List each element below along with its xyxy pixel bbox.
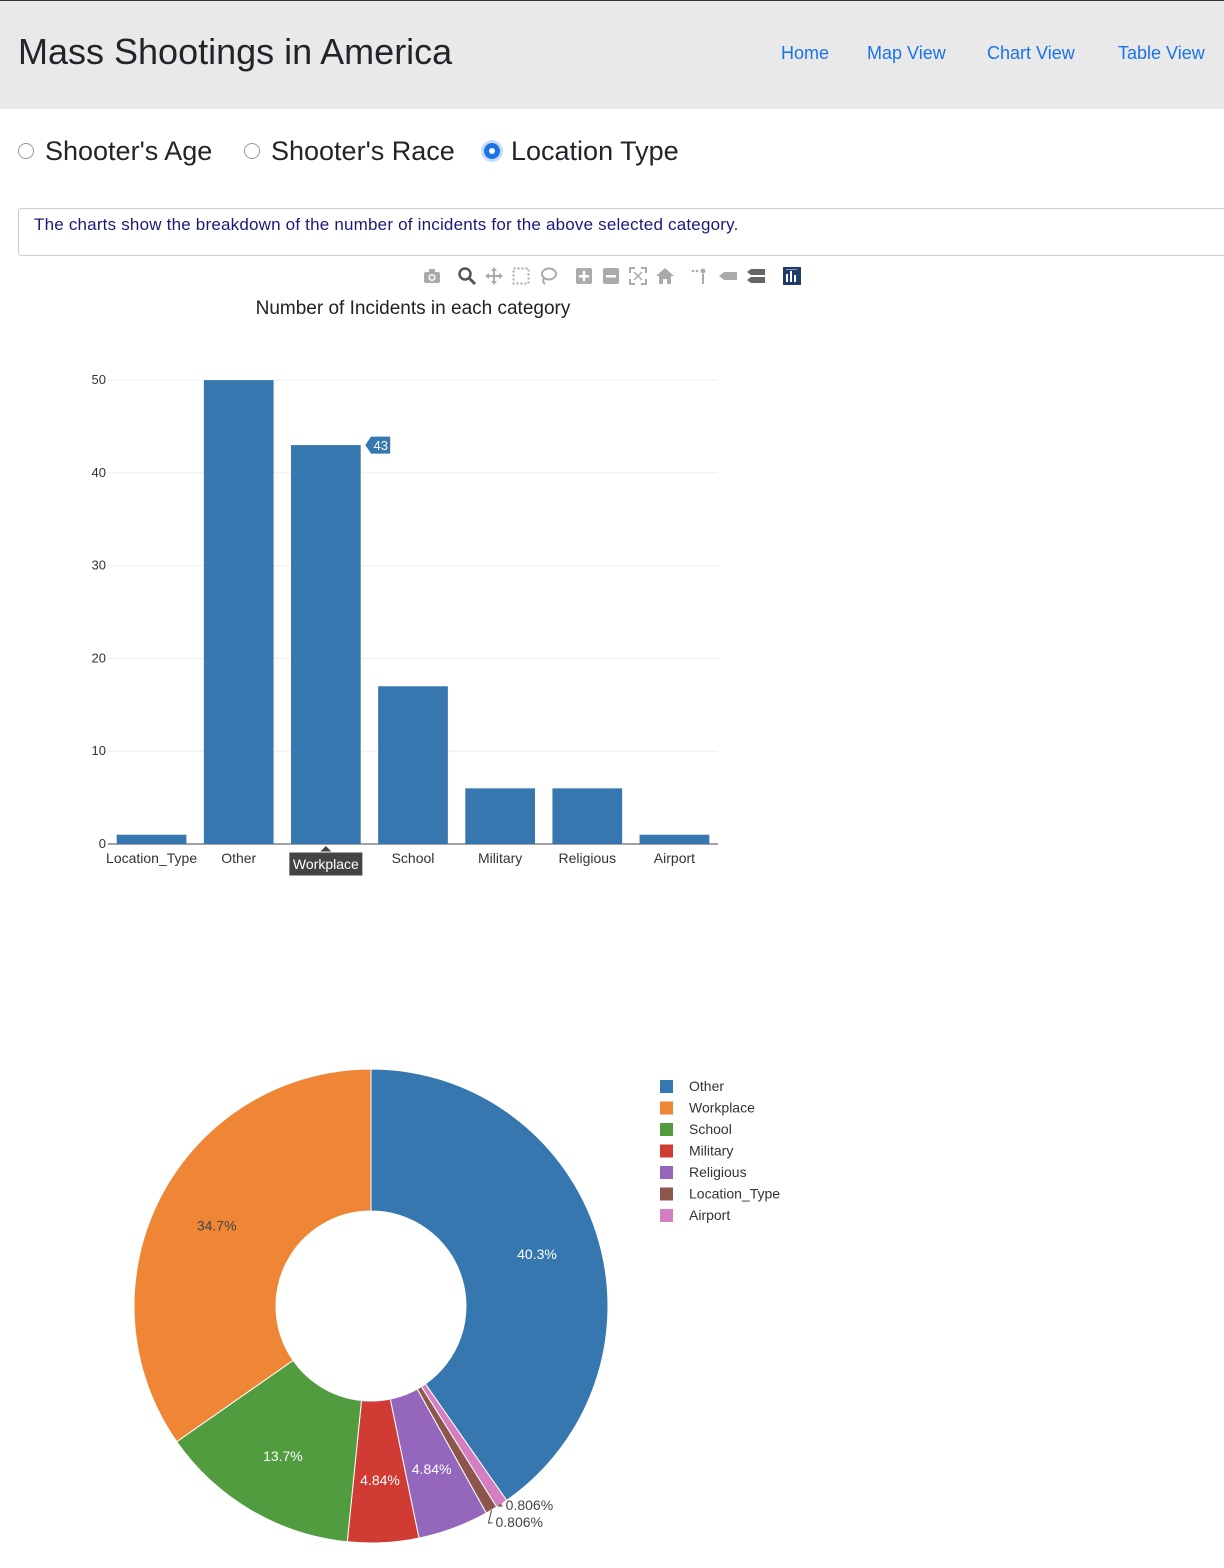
legend-item-label[interactable]: Airport	[689, 1207, 730, 1223]
hover-axis-label-box	[288, 851, 364, 877]
radio-label: Shooter's Age	[45, 136, 213, 166]
autoscale-icon[interactable]	[628, 266, 648, 286]
x-tick-label: Location_Type	[106, 850, 197, 866]
legend-swatch[interactable]	[660, 1209, 673, 1222]
legend-item-label[interactable]: Other	[689, 1078, 724, 1094]
bar-workplace[interactable]	[291, 445, 361, 844]
x-tick-label: Other	[221, 850, 256, 866]
y-tick-label: 20	[92, 650, 106, 665]
legend-item-label[interactable]: Religious	[689, 1164, 747, 1180]
pie-slice-label: 4.84%	[360, 1472, 400, 1488]
pie-slice-label: 0.806%	[495, 1514, 542, 1530]
nav-map-view[interactable]: Map View	[867, 43, 946, 63]
lasso-select-icon[interactable]	[538, 266, 558, 286]
zoom-icon[interactable]	[457, 266, 477, 286]
pie-slice-school[interactable]	[175, 1359, 363, 1543]
box-select-icon[interactable]	[511, 266, 531, 286]
legend-swatch[interactable]	[660, 1101, 673, 1115]
spike-lines-icon[interactable]	[689, 266, 709, 286]
pie-slice-label: 34.7%	[197, 1218, 237, 1234]
y-tick-label: 0	[99, 836, 106, 851]
nav-chart-view[interactable]: Chart View	[987, 43, 1075, 63]
hover-value-label: 43	[373, 438, 387, 453]
navbar: Mass Shootings in America Home Map View …	[0, 0, 1224, 109]
pie-chart: 40.3% 0.806%0.806% 4.84% 4.84% 13.7% 34.7% Ot…	[133, 1068, 780, 1544]
chart-modebar	[420, 266, 810, 288]
legend-swatch[interactable]	[660, 1123, 673, 1136]
legend-swatch[interactable]	[660, 1166, 673, 1179]
bar-military[interactable]	[465, 788, 535, 844]
hover-value-box	[364, 435, 392, 455]
bar-other[interactable]	[203, 380, 274, 844]
nav-home[interactable]: Home	[781, 43, 830, 63]
pie-slice-label: 4.84%	[412, 1461, 452, 1477]
bar-school[interactable]	[378, 686, 448, 844]
pie-slice-other[interactable]	[370, 1068, 609, 1502]
info-text: The charts show the breakdown of the num…	[34, 215, 739, 234]
y-tick-label: 10	[92, 743, 106, 758]
radio-label: Location Type	[511, 136, 679, 166]
radio-circle[interactable]	[18, 143, 34, 159]
pie-label-leader	[497, 1503, 503, 1507]
legend-item-label[interactable]: Military	[689, 1143, 733, 1159]
bar-location-type[interactable]	[116, 834, 187, 844]
radio-circle-checked[interactable]	[484, 143, 500, 159]
x-tick-label: School	[392, 850, 435, 866]
zoom-in-icon[interactable]	[574, 266, 594, 286]
legend-swatch[interactable]	[660, 1080, 673, 1093]
info-box: The charts show the breakdown of the num…	[18, 208, 1224, 256]
x-tick-label: Airport	[654, 850, 695, 866]
pie-slice-label: 0.806%	[506, 1497, 553, 1513]
hover-compare-icon[interactable]	[746, 266, 766, 286]
hover-axis-label: Workplace	[293, 856, 359, 872]
camera-icon[interactable]	[422, 266, 442, 286]
hover-tooltip-arrow	[319, 846, 332, 852]
bar-airport[interactable]	[639, 834, 710, 844]
page-title: Mass Shootings in America	[18, 31, 453, 72]
bar-chart: Number of Incidents in each category 0 10…	[92, 298, 718, 877]
y-tick-label: 40	[92, 465, 106, 480]
hover-closest-icon[interactable]	[718, 266, 738, 286]
pie-label-leader	[487, 1509, 493, 1524]
pie-slice-label: 13.7%	[263, 1448, 303, 1464]
legend-item-label[interactable]: School	[689, 1121, 732, 1137]
zoom-out-icon[interactable]	[601, 266, 621, 286]
pie-slice-label: 40.3%	[517, 1246, 557, 1262]
legend-swatch[interactable]	[660, 1187, 673, 1201]
radio-label: Shooter's Race	[271, 136, 455, 166]
pan-icon[interactable]	[484, 266, 504, 286]
x-tick-label: Religious	[558, 850, 616, 866]
legend-item-label[interactable]: Location_Type	[689, 1186, 780, 1202]
nav-table-view[interactable]: Table View	[1118, 43, 1205, 63]
bar-religious[interactable]	[552, 788, 623, 844]
x-tick-label: Military	[478, 850, 522, 866]
pie-slice-workplace[interactable]	[133, 1068, 372, 1443]
y-tick-label: 50	[92, 372, 106, 387]
plotly-logo-icon[interactable]	[782, 266, 802, 286]
radio-circle[interactable]	[244, 143, 260, 159]
reset-axes-icon[interactable]	[655, 266, 675, 286]
legend-item-label[interactable]: Workplace	[689, 1100, 755, 1116]
legend-swatch[interactable]	[660, 1144, 673, 1158]
y-tick-label: 30	[92, 558, 106, 573]
bar-chart-title: Number of Incidents in each category	[256, 298, 571, 319]
